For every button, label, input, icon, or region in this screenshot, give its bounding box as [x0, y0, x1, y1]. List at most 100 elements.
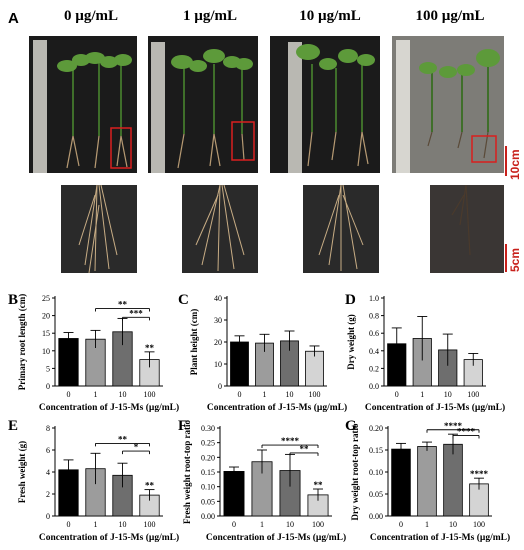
significance-bracket-label-f: **: [300, 444, 310, 454]
significance-mark-g: ****: [470, 469, 489, 479]
root-zoom-photo-10: [303, 185, 379, 273]
bar-b-0: [58, 338, 79, 387]
y-axis-label-f: Fresh weight root-top ratio: [182, 420, 192, 524]
significance-bracket-label-e: **: [118, 434, 128, 444]
y-tick-label-g: 0.05: [369, 490, 383, 499]
plant-illustration: [151, 42, 255, 173]
x-tick-label-d: 10: [444, 390, 452, 399]
concentration-label-10: 10 µg/mL: [299, 8, 361, 24]
x-axis-label-e: Concentration of J-15-Ms (µg/mL): [39, 532, 179, 543]
y-tick-label-e: 0: [46, 512, 50, 521]
root-illustration: [78, 185, 118, 273]
significance-bracket-label-g: ****: [457, 426, 476, 436]
x-tick-label-g: 100: [473, 520, 485, 529]
significance-bracket-label-f: ****: [281, 436, 300, 446]
root-zoom-photo-1: [182, 185, 258, 273]
y-axis-label-e: Fresh weight (g): [17, 441, 27, 503]
bar-c-0: [230, 341, 249, 387]
significance-bracket-label-g: ****: [444, 421, 463, 431]
plant-photo-1: [148, 36, 258, 173]
panel-letter-d: D: [345, 292, 356, 308]
x-tick-label-e: 0: [67, 520, 71, 529]
concentration-label-0: 0 µg/mL: [63, 8, 119, 24]
root-zoom-photo-0: [61, 185, 137, 273]
x-tick-label-e: 100: [144, 520, 156, 529]
plant-illustration: [288, 42, 375, 173]
y-axis-label-g: Dry weight root-top ratio: [350, 423, 360, 521]
y-tick-label-d: 0.8: [369, 312, 379, 321]
x-tick-label-d: 1: [420, 390, 424, 399]
y-tick-label-d: 0.6: [369, 329, 379, 338]
significance-mark-e: **: [145, 481, 155, 491]
x-tick-label-c: 10: [286, 390, 294, 399]
bar-g-1: [417, 446, 437, 517]
y-tick-label-g: 0.10: [369, 468, 383, 477]
y-tick-label-d: 0.0: [369, 382, 379, 391]
x-tick-label-c: 100: [309, 390, 321, 399]
y-tick-label-f: 0.15: [201, 468, 215, 477]
x-tick-label-f: 1: [260, 520, 264, 529]
x-axis-label-f: Concentration of J-15-Ms (µg/mL): [206, 532, 346, 543]
x-tick-label-f: 100: [312, 520, 324, 529]
concentration-label-100: 100 µg/mL: [415, 8, 485, 24]
x-axis-label-g: Concentration of J-15-Ms (µg/mL): [370, 532, 510, 543]
panel-letter-a: A: [8, 10, 19, 27]
panel-letter-b: B: [8, 292, 18, 308]
y-tick-label-g: 0.00: [369, 512, 383, 521]
x-tick-label-b: 100: [144, 390, 156, 399]
x-tick-label-d: 0: [395, 390, 399, 399]
plant-illustration: [396, 40, 500, 173]
root-zoom-photo-100: [430, 185, 504, 273]
y-tick-label-e: 6: [46, 446, 50, 455]
y-tick-label-d: 0.2: [369, 364, 379, 373]
y-axis-label-b: Primary root length (cm): [17, 294, 27, 391]
plant-photo-100: [392, 36, 504, 173]
y-tick-label-e: 8: [46, 424, 50, 433]
y-tick-label-d: 0.4: [369, 347, 379, 356]
x-tick-label-b: 10: [119, 390, 127, 399]
y-tick-label-c: 10: [214, 360, 222, 369]
x-tick-label-c: 0: [238, 390, 242, 399]
y-axis-label-c: Plant height (cm): [189, 309, 199, 376]
y-tick-label-e: 4: [46, 468, 50, 477]
y-tick-label-f: 0.00: [201, 512, 215, 521]
x-tick-label-b: 1: [94, 390, 98, 399]
y-tick-label-f: 0.20: [201, 453, 215, 462]
y-tick-label-f: 0.30: [201, 424, 215, 433]
y-tick-label-g: 0.20: [369, 424, 383, 433]
y-tick-label-f: 0.05: [201, 497, 215, 506]
x-tick-label-g: 0: [399, 520, 403, 529]
x-axis-label-c: Concentration of J-15-Ms (µg/mL): [207, 402, 347, 413]
y-tick-label-b: 10: [42, 347, 50, 356]
x-tick-label-g: 1: [425, 520, 429, 529]
bar-g-0: [391, 448, 411, 517]
y-tick-label-f: 0.10: [201, 483, 215, 492]
plant-photo-10: [270, 36, 380, 173]
panel-letter-g: G: [345, 418, 357, 434]
root-illustration: [451, 185, 471, 256]
y-tick-label-b: 0: [46, 382, 50, 391]
y-tick-label-b: 20: [42, 312, 50, 321]
x-tick-label-d: 100: [467, 390, 479, 399]
y-tick-label-c: 30: [214, 316, 222, 325]
significance-mark-f: **: [314, 480, 324, 490]
x-tick-label-c: 1: [263, 390, 267, 399]
concentration-label-1: 1 µg/mL: [182, 8, 238, 24]
y-tick-label-c: 0: [218, 382, 222, 391]
y-tick-label-c: 40: [214, 294, 222, 303]
bar-f-0: [223, 471, 245, 517]
panel-letter-f: F: [178, 418, 187, 434]
panel-letter-e: E: [8, 418, 18, 434]
scale-bar-top: [505, 146, 507, 176]
significance-mark-b: **: [145, 343, 155, 353]
x-axis-label-d: Concentration of J-15-Ms (µg/mL): [365, 402, 505, 413]
y-tick-label-b: 15: [42, 329, 50, 338]
x-tick-label-e: 10: [119, 520, 127, 529]
scale-bar-bottom: [505, 244, 507, 272]
panel-letter-c: C: [178, 292, 189, 308]
y-tick-label-b: 5: [46, 364, 50, 373]
significance-bracket-label-b: **: [118, 300, 128, 310]
plant-photo-0: [29, 36, 137, 173]
plant-illustration: [33, 40, 132, 173]
y-tick-label-f: 0.25: [201, 439, 215, 448]
